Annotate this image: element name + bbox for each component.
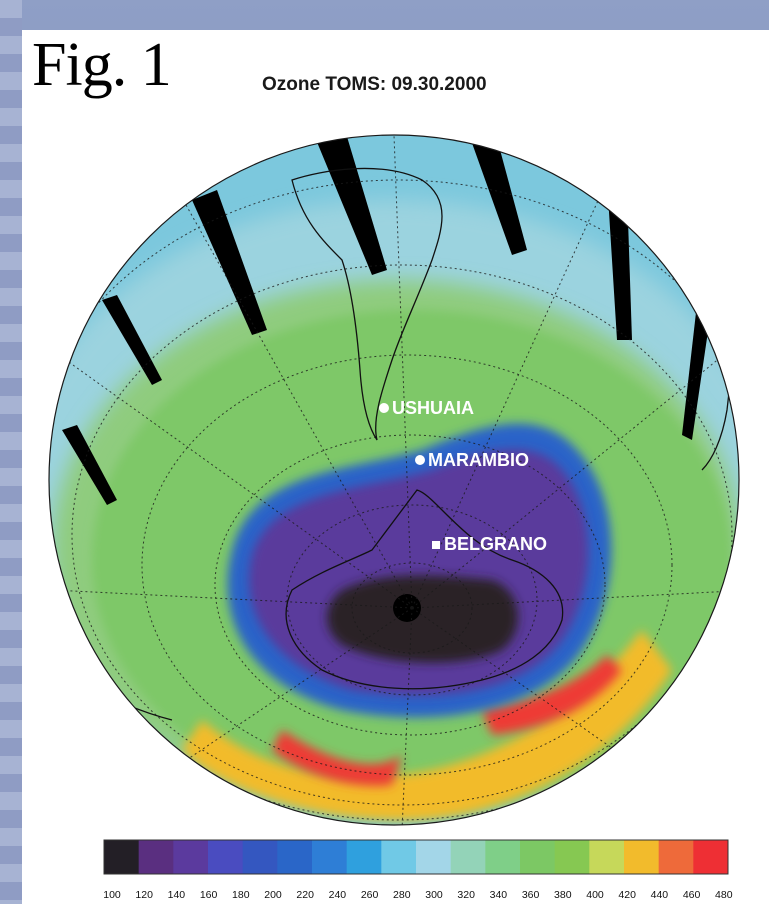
colorbar-swatch bbox=[450, 840, 486, 874]
station-label-belgrano: BELGRANO bbox=[444, 534, 547, 554]
colorbar-swatch bbox=[381, 840, 417, 874]
colorbar: 100 120 140 160 180 200 220 240 260 280 300 320 340 3… bbox=[103, 839, 733, 901]
colorbar-tick-label: 260 bbox=[361, 889, 379, 901]
colorbar-swatch bbox=[589, 840, 625, 874]
colorbar-tick-label: 400 bbox=[586, 889, 604, 901]
globe-fill bbox=[49, 135, 739, 825]
colorbar-swatch bbox=[485, 840, 521, 874]
colorbar-swatches bbox=[104, 840, 729, 874]
colorbar-swatch bbox=[693, 840, 729, 874]
colorbar-tick-label: 240 bbox=[329, 889, 347, 901]
colorbar-swatch bbox=[624, 840, 660, 874]
colorbar-tick-label: 300 bbox=[425, 889, 443, 901]
colorbar-tick-label: 120 bbox=[135, 889, 153, 901]
colorbar-tick-label: 280 bbox=[393, 889, 411, 901]
colorbar-swatch bbox=[208, 840, 244, 874]
colorbar-ticks: 100 120 140 160 180 200 220 240 260 280 300 320 340 3… bbox=[103, 889, 732, 901]
colorbar-tick-label: 180 bbox=[232, 889, 250, 901]
colorbar-tick-label: 160 bbox=[200, 889, 218, 901]
station-belgrano: BELGRANO bbox=[432, 534, 547, 554]
station-marambio: MARAMBIO bbox=[415, 450, 529, 470]
colorbar-tick-label: 100 bbox=[103, 889, 121, 901]
figure-label: Fig. 1 bbox=[32, 31, 172, 99]
colorbar-swatch bbox=[138, 840, 174, 874]
background-strip bbox=[0, 0, 22, 904]
station-label-marambio: MARAMBIO bbox=[428, 450, 529, 470]
colorbar-swatch bbox=[346, 840, 382, 874]
station-label-ushuaia: USHUAIA bbox=[392, 398, 474, 418]
colorbar-swatch bbox=[554, 840, 590, 874]
colorbar-swatch bbox=[277, 840, 313, 874]
colorbar-tick-label: 340 bbox=[490, 889, 508, 901]
colorbar-swatch bbox=[416, 840, 452, 874]
colorbar-tick-label: 440 bbox=[651, 889, 669, 901]
colorbar-tick-label: 320 bbox=[457, 889, 475, 901]
colorbar-tick-label: 360 bbox=[522, 889, 540, 901]
colorbar-swatch bbox=[242, 840, 278, 874]
figure-panel: Fig. 1 Ozone TOMS: 09.30.2000 bbox=[22, 30, 769, 904]
colorbar-swatch bbox=[658, 840, 694, 874]
colorbar-tick-label: 220 bbox=[296, 889, 314, 901]
colorbar-swatch bbox=[520, 840, 556, 874]
colorbar-tick-label: 460 bbox=[683, 889, 701, 901]
colorbar-tick-label: 420 bbox=[618, 889, 636, 901]
colorbar-tick-label: 200 bbox=[264, 889, 282, 901]
ozone-globe-map: USHUAIA MARAMBIO BELGRANO bbox=[48, 134, 740, 826]
colorbar-swatch bbox=[312, 840, 348, 874]
colorbar-tick-label: 140 bbox=[168, 889, 186, 901]
station-ushuaia: USHUAIA bbox=[379, 398, 474, 418]
colorbar-tick-label: 380 bbox=[554, 889, 572, 901]
colorbar-swatch bbox=[173, 840, 209, 874]
colorbar-tick-label: 480 bbox=[715, 889, 733, 901]
colorbar-swatch bbox=[104, 840, 140, 874]
map-title: Ozone TOMS: 09.30.2000 bbox=[262, 74, 487, 95]
